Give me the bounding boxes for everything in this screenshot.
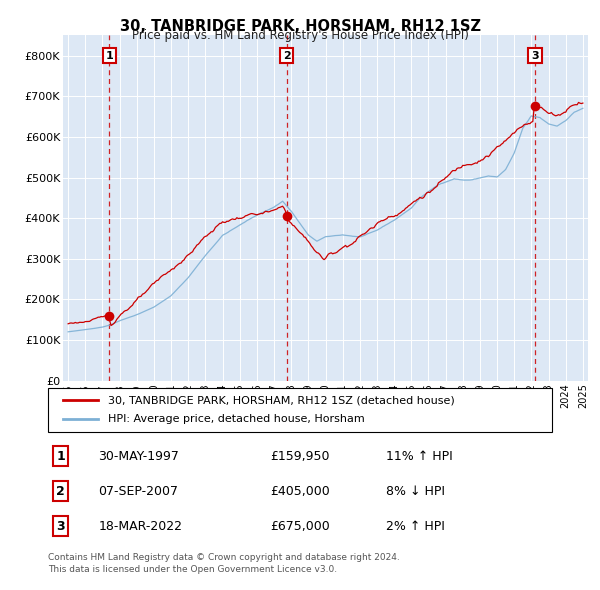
Text: 07-SEP-2007: 07-SEP-2007 [98,484,178,498]
Text: Price paid vs. HM Land Registry's House Price Index (HPI): Price paid vs. HM Land Registry's House … [131,30,469,42]
Text: 1: 1 [56,450,65,463]
Text: 2: 2 [283,51,290,61]
Text: £405,000: £405,000 [270,484,329,498]
Text: 30, TANBRIDGE PARK, HORSHAM, RH12 1SZ: 30, TANBRIDGE PARK, HORSHAM, RH12 1SZ [119,19,481,34]
Text: 30-MAY-1997: 30-MAY-1997 [98,450,179,463]
Text: £159,950: £159,950 [270,450,329,463]
Text: 2: 2 [56,484,65,498]
Text: 3: 3 [56,520,65,533]
Text: HPI: Average price, detached house, Horsham: HPI: Average price, detached house, Hors… [109,415,365,424]
FancyBboxPatch shape [48,388,552,432]
Text: 2% ↑ HPI: 2% ↑ HPI [386,520,445,533]
Text: 18-MAR-2022: 18-MAR-2022 [98,520,182,533]
Text: 11% ↑ HPI: 11% ↑ HPI [386,450,452,463]
Text: £675,000: £675,000 [270,520,329,533]
Text: 30, TANBRIDGE PARK, HORSHAM, RH12 1SZ (detached house): 30, TANBRIDGE PARK, HORSHAM, RH12 1SZ (d… [109,395,455,405]
Text: 1: 1 [106,51,113,61]
Text: 8% ↓ HPI: 8% ↓ HPI [386,484,445,498]
Text: 3: 3 [531,51,539,61]
Text: Contains HM Land Registry data © Crown copyright and database right 2024.
This d: Contains HM Land Registry data © Crown c… [48,553,400,574]
